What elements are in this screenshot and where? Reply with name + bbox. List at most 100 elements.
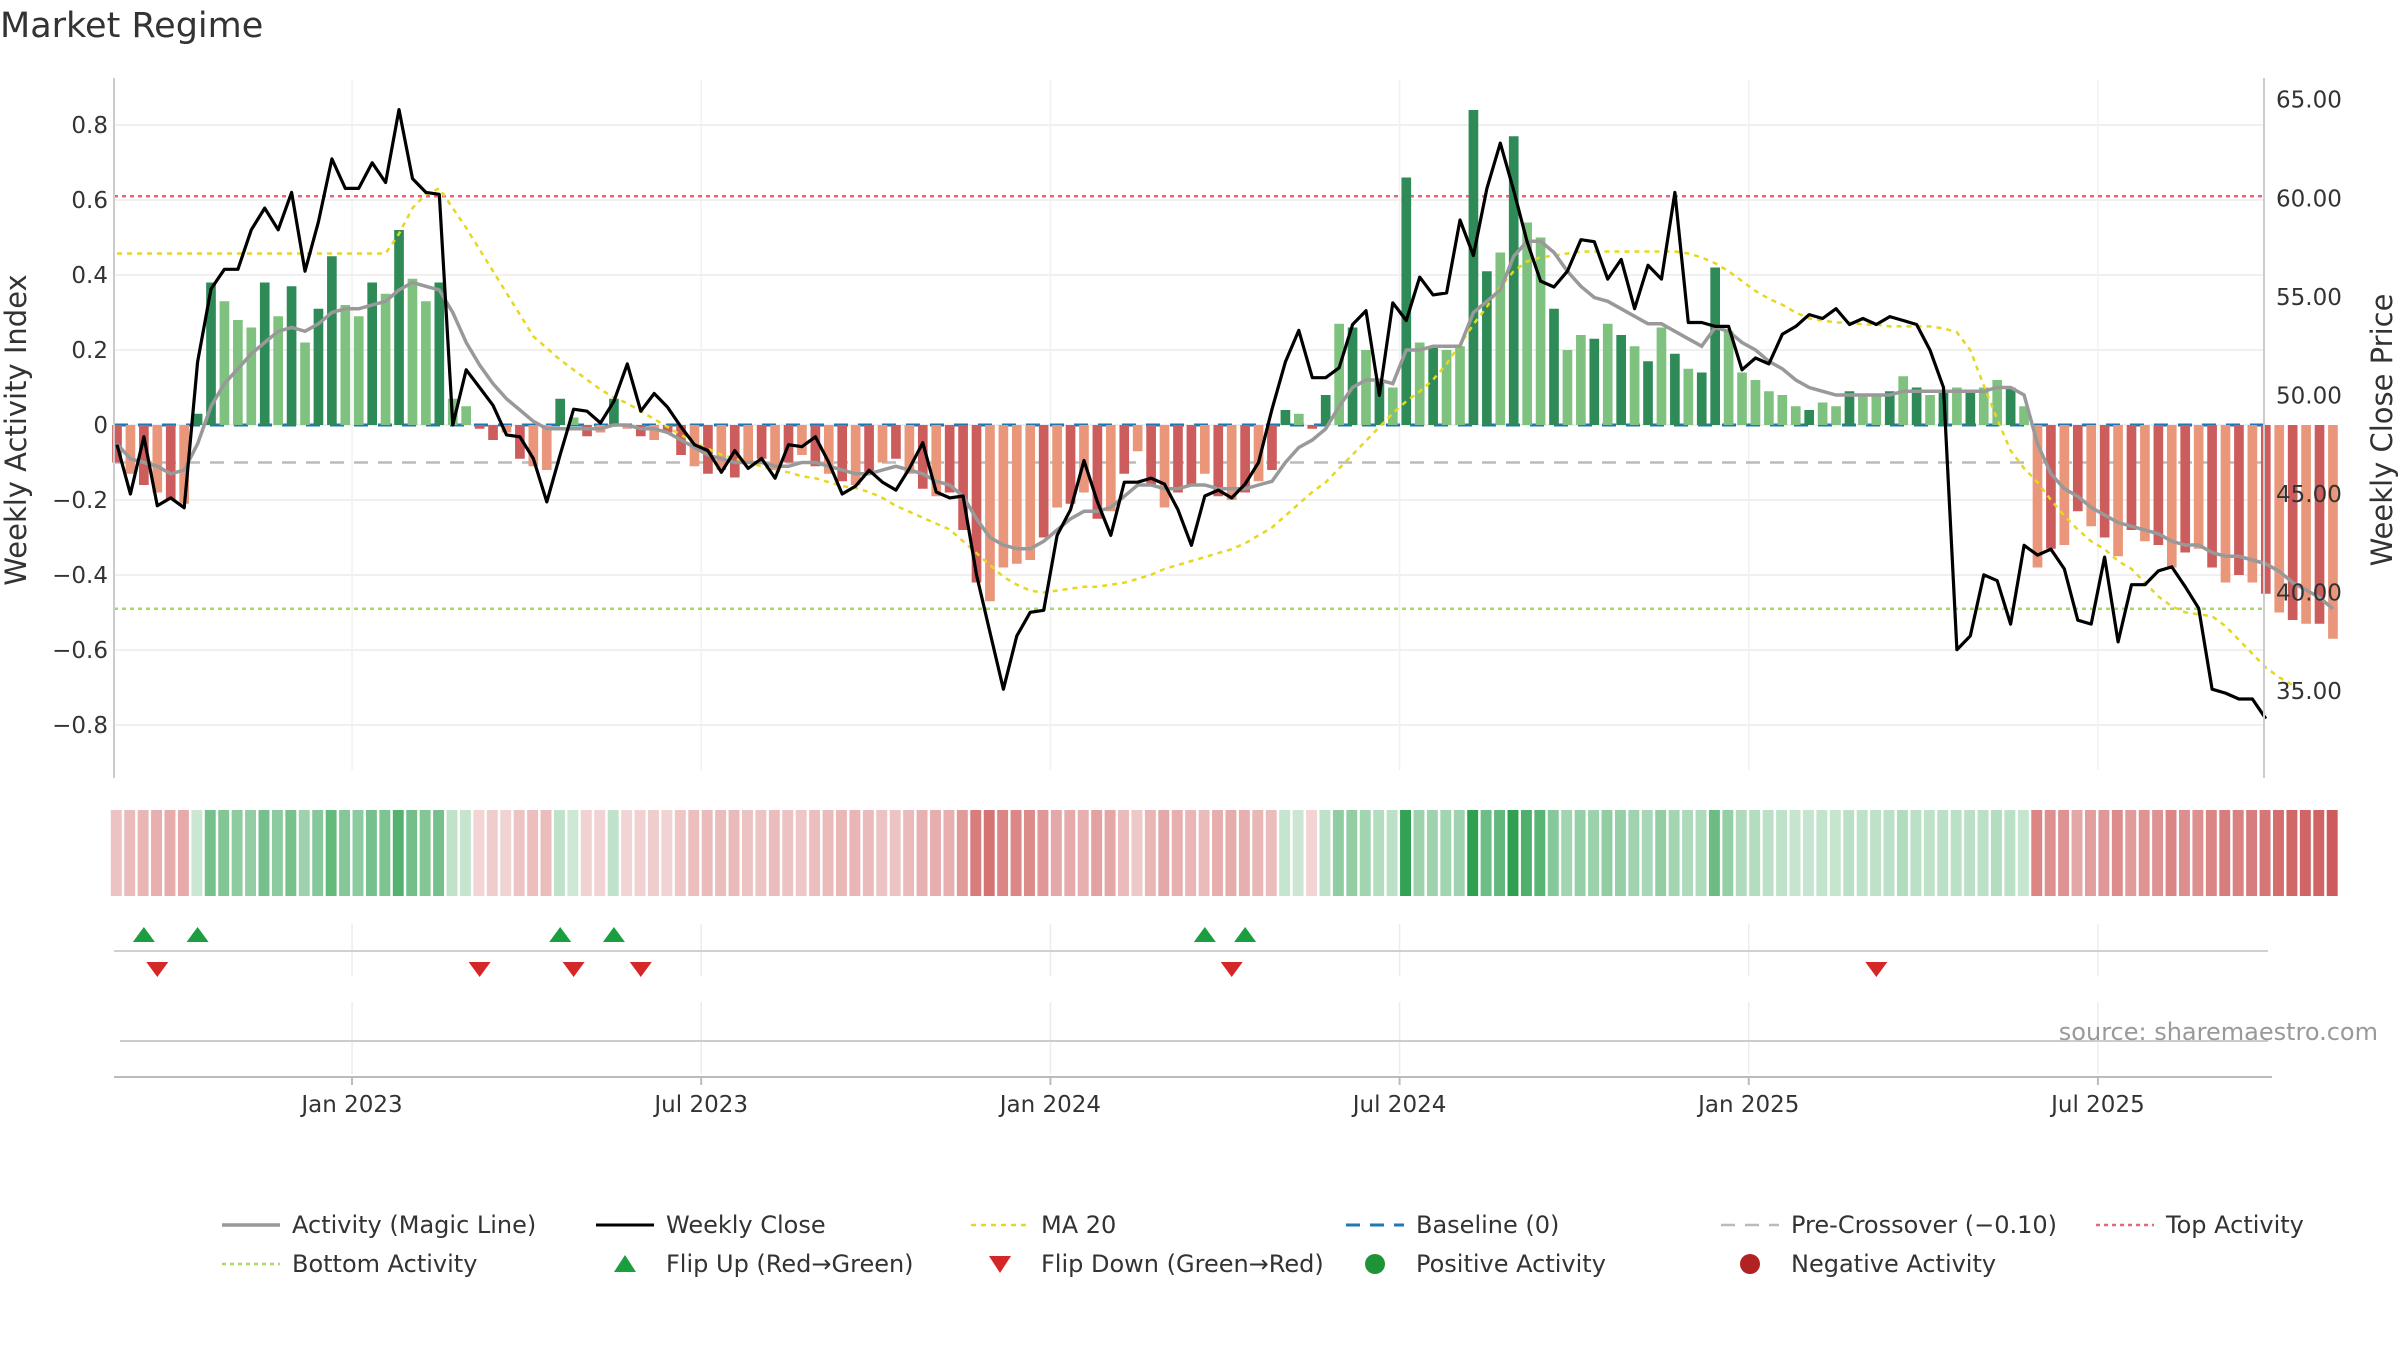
activity-bar [1441,350,1452,425]
regime-cell [2273,810,2284,896]
activity-bar [1616,335,1626,425]
activity-bar [864,425,874,474]
regime-cell [1856,810,1868,896]
activity-bar [1629,346,1640,425]
regime-cell [688,810,700,896]
regime-cell [446,810,458,896]
regime-cell [567,810,579,896]
regime-cell [1977,810,1989,896]
activity-bar [2193,425,2204,549]
regime-cell [1843,810,1855,896]
series-lines [115,108,2335,720]
weekly-close-line [115,108,2268,720]
regime-cell [1225,810,1237,896]
activity-bar [528,425,539,467]
activity-bar [1132,425,1143,452]
regime-cell [862,810,874,896]
flip-up-marker [602,927,625,942]
regime-cell [2044,810,2056,896]
activity-bar [1522,222,1532,425]
activity-bar [985,425,995,602]
activity-bar [1146,425,1156,485]
regime-cell [1910,810,1922,896]
ma20-line [117,186,2294,687]
regime-cell [1561,810,1573,896]
regime-cell [1829,810,1841,896]
activity-bar [541,425,552,470]
activity-bar [1428,346,1438,425]
regime-cell [2111,810,2123,896]
legend-label: Negative Activity [1791,1250,1996,1278]
regime-cell [513,810,525,896]
activity-bar [2260,425,2271,594]
activity-bar [998,425,1009,568]
regime-cell [473,810,485,896]
source-label: source: sharemaestro.com [2059,1018,2378,1046]
regime-cell [164,810,176,896]
activity-bar [2005,387,2016,425]
flip-up-marker [1234,927,1257,942]
regime-cell [1050,810,1062,896]
activity-bar [555,398,566,425]
regime-cell [1292,810,1304,896]
regime-cell [755,810,767,896]
regime-cell [124,810,136,896]
activity-bar [1764,391,1774,425]
regime-cell [1359,810,1371,896]
regime-cell [2259,810,2271,896]
activity-bar [1589,338,1600,425]
regime-cell [1024,810,1035,896]
activity-bar [716,425,727,470]
activity-bar [501,425,512,433]
activity-bar [1777,395,1788,425]
regime-cell [2205,810,2217,896]
activity-bar [515,425,525,459]
regime-cell [298,810,310,896]
activity-bar [300,342,310,425]
regime-cell [1037,810,1049,896]
regime-cell [849,810,861,896]
regime-cell [459,810,471,896]
activity-bar [165,425,176,500]
legend-swatch [1740,1254,1760,1274]
activity-bar [1482,271,1492,425]
y-right-tick-label: 55.00 [2276,285,2342,311]
regime-cell [916,810,928,896]
activity-bar [2166,425,2177,568]
legend-label: Baseline (0) [1416,1211,1559,1239]
regime-cell [634,810,646,896]
activity-bar [1670,353,1680,425]
activity-bar [2328,425,2338,639]
flip-markers [114,927,2268,977]
regime-cell [983,810,995,896]
regime-cell [258,810,270,896]
activity-bar [246,327,257,425]
regime-cell [1870,810,1882,896]
x-tick-label: Jan 2023 [299,1092,402,1118]
activity-bar [1925,395,1935,425]
activity-bar [2072,425,2083,512]
activity-bar [1388,387,1398,425]
regime-cell [1467,810,1479,896]
regime-cell [1735,810,1747,896]
legend-label: Weekly Close [666,1211,826,1239]
activity-bar [2046,425,2056,549]
activity-bar [152,425,163,493]
regime-cell [2125,810,2137,896]
regime-cell [392,810,404,896]
activity-bar [286,286,297,425]
regime-cell [2165,810,2177,896]
regime-cell [1614,810,1626,896]
regime-cell [782,810,794,896]
regime-cell [1252,810,1264,896]
activity-bar [1307,425,1318,429]
activity-bar [971,425,982,583]
activity-bar [2113,425,2123,557]
activity-bar [1226,425,1237,500]
regime-cell [245,810,257,896]
regime-cell [1695,810,1707,896]
activity-bar [380,293,391,425]
regime-cell [1238,810,1250,896]
legend: Activity (Magic Line) Weekly Close MA 20 Ba… [222,1211,2304,1278]
